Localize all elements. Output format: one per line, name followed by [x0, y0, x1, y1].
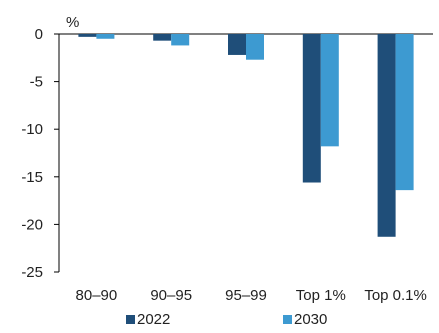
y-tick-label: -5 — [30, 74, 43, 91]
legend: 2022 2030 — [126, 311, 327, 328]
y-tick-label: -20 — [21, 216, 43, 233]
bar-2022-1 — [78, 34, 97, 37]
x-tick-label: 95–99 — [225, 287, 267, 304]
legend-swatch-2022 — [126, 315, 135, 324]
legend-swatch-2030 — [283, 315, 292, 324]
bar-2022-3 — [228, 34, 246, 55]
y-tick-label: 0 — [35, 26, 43, 43]
bar-2030-4 — [320, 34, 339, 147]
y-tick-label: -25 — [21, 264, 43, 281]
x-tick-label: 90–95 — [150, 287, 192, 304]
bar-2030-3 — [246, 34, 264, 60]
bar-2030-5 — [395, 34, 414, 191]
y-tick-labels: 0 -5 -10 -15 -20 -25 — [21, 26, 43, 281]
y-tick-label: -10 — [21, 121, 43, 138]
y-tick-label: -15 — [21, 169, 43, 186]
x-tick-label: Top 0.1% — [364, 287, 427, 304]
bar-2030-2 — [171, 34, 190, 46]
bar-2022-5 — [377, 34, 396, 237]
legend-label-2030: 2030 — [294, 311, 327, 328]
bar-2022-2 — [153, 34, 172, 41]
bars — [78, 34, 414, 237]
bar-2022-4 — [302, 34, 321, 183]
unit-label: % — [66, 14, 79, 31]
x-tick-labels: 80–90 90–95 95–99 Top 1% Top 0.1% — [76, 287, 427, 304]
x-tick-label: Top 1% — [296, 287, 346, 304]
legend-label-2022: 2022 — [137, 311, 170, 328]
x-tick-label: 80–90 — [76, 287, 118, 304]
axes — [54, 33, 433, 273]
bar-2030-1 — [96, 34, 115, 39]
